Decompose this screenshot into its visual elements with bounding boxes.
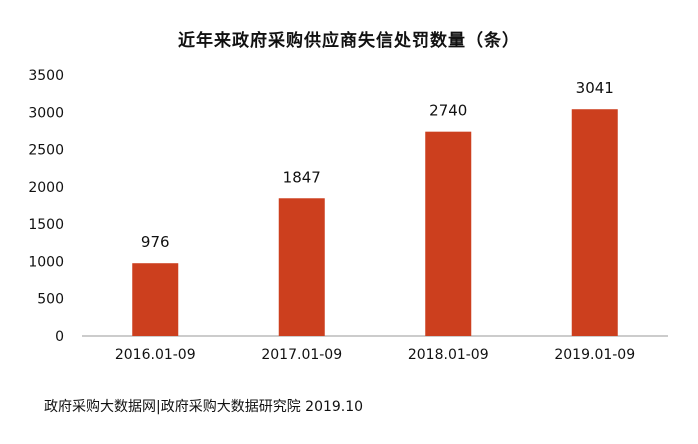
y-tick-label: 3000 — [28, 105, 64, 121]
bar — [278, 198, 325, 336]
data-label: 2740 — [429, 102, 467, 120]
data-label: 976 — [141, 233, 170, 251]
y-tick-label: 500 — [37, 292, 64, 308]
y-tick-label: 2500 — [28, 143, 64, 159]
data-labels: 976 1847 2740 3041 — [141, 79, 614, 251]
x-tick-label: 2016.01-09 — [115, 347, 196, 363]
chart-title: 近年来政府采购供应商失信处罚数量（条） — [178, 31, 520, 51]
y-tick-label: 0 — [55, 329, 64, 345]
y-axis: 0 500 1000 1500 2000 2500 3000 3500 — [28, 68, 64, 345]
x-tick-label: 2018.01-09 — [408, 347, 489, 363]
bar — [571, 109, 618, 336]
bar — [425, 131, 472, 336]
bars — [132, 109, 618, 336]
source-note: 政府采购大数据网|政府采购大数据研究院 2019.10 — [44, 399, 364, 415]
x-axis: 2016.01-09 2017.01-09 2018.01-09 2019.01-09 — [115, 347, 635, 363]
x-tick-label: 2019.01-09 — [554, 347, 635, 363]
y-tick-label: 1000 — [28, 254, 64, 270]
y-tick-label: 1500 — [28, 217, 64, 233]
x-tick-label: 2017.01-09 — [261, 347, 342, 363]
data-label: 1847 — [283, 168, 321, 186]
data-label: 3041 — [576, 79, 614, 97]
y-tick-label: 2000 — [28, 180, 64, 196]
y-tick-label: 3500 — [28, 68, 64, 84]
bar — [132, 263, 179, 336]
